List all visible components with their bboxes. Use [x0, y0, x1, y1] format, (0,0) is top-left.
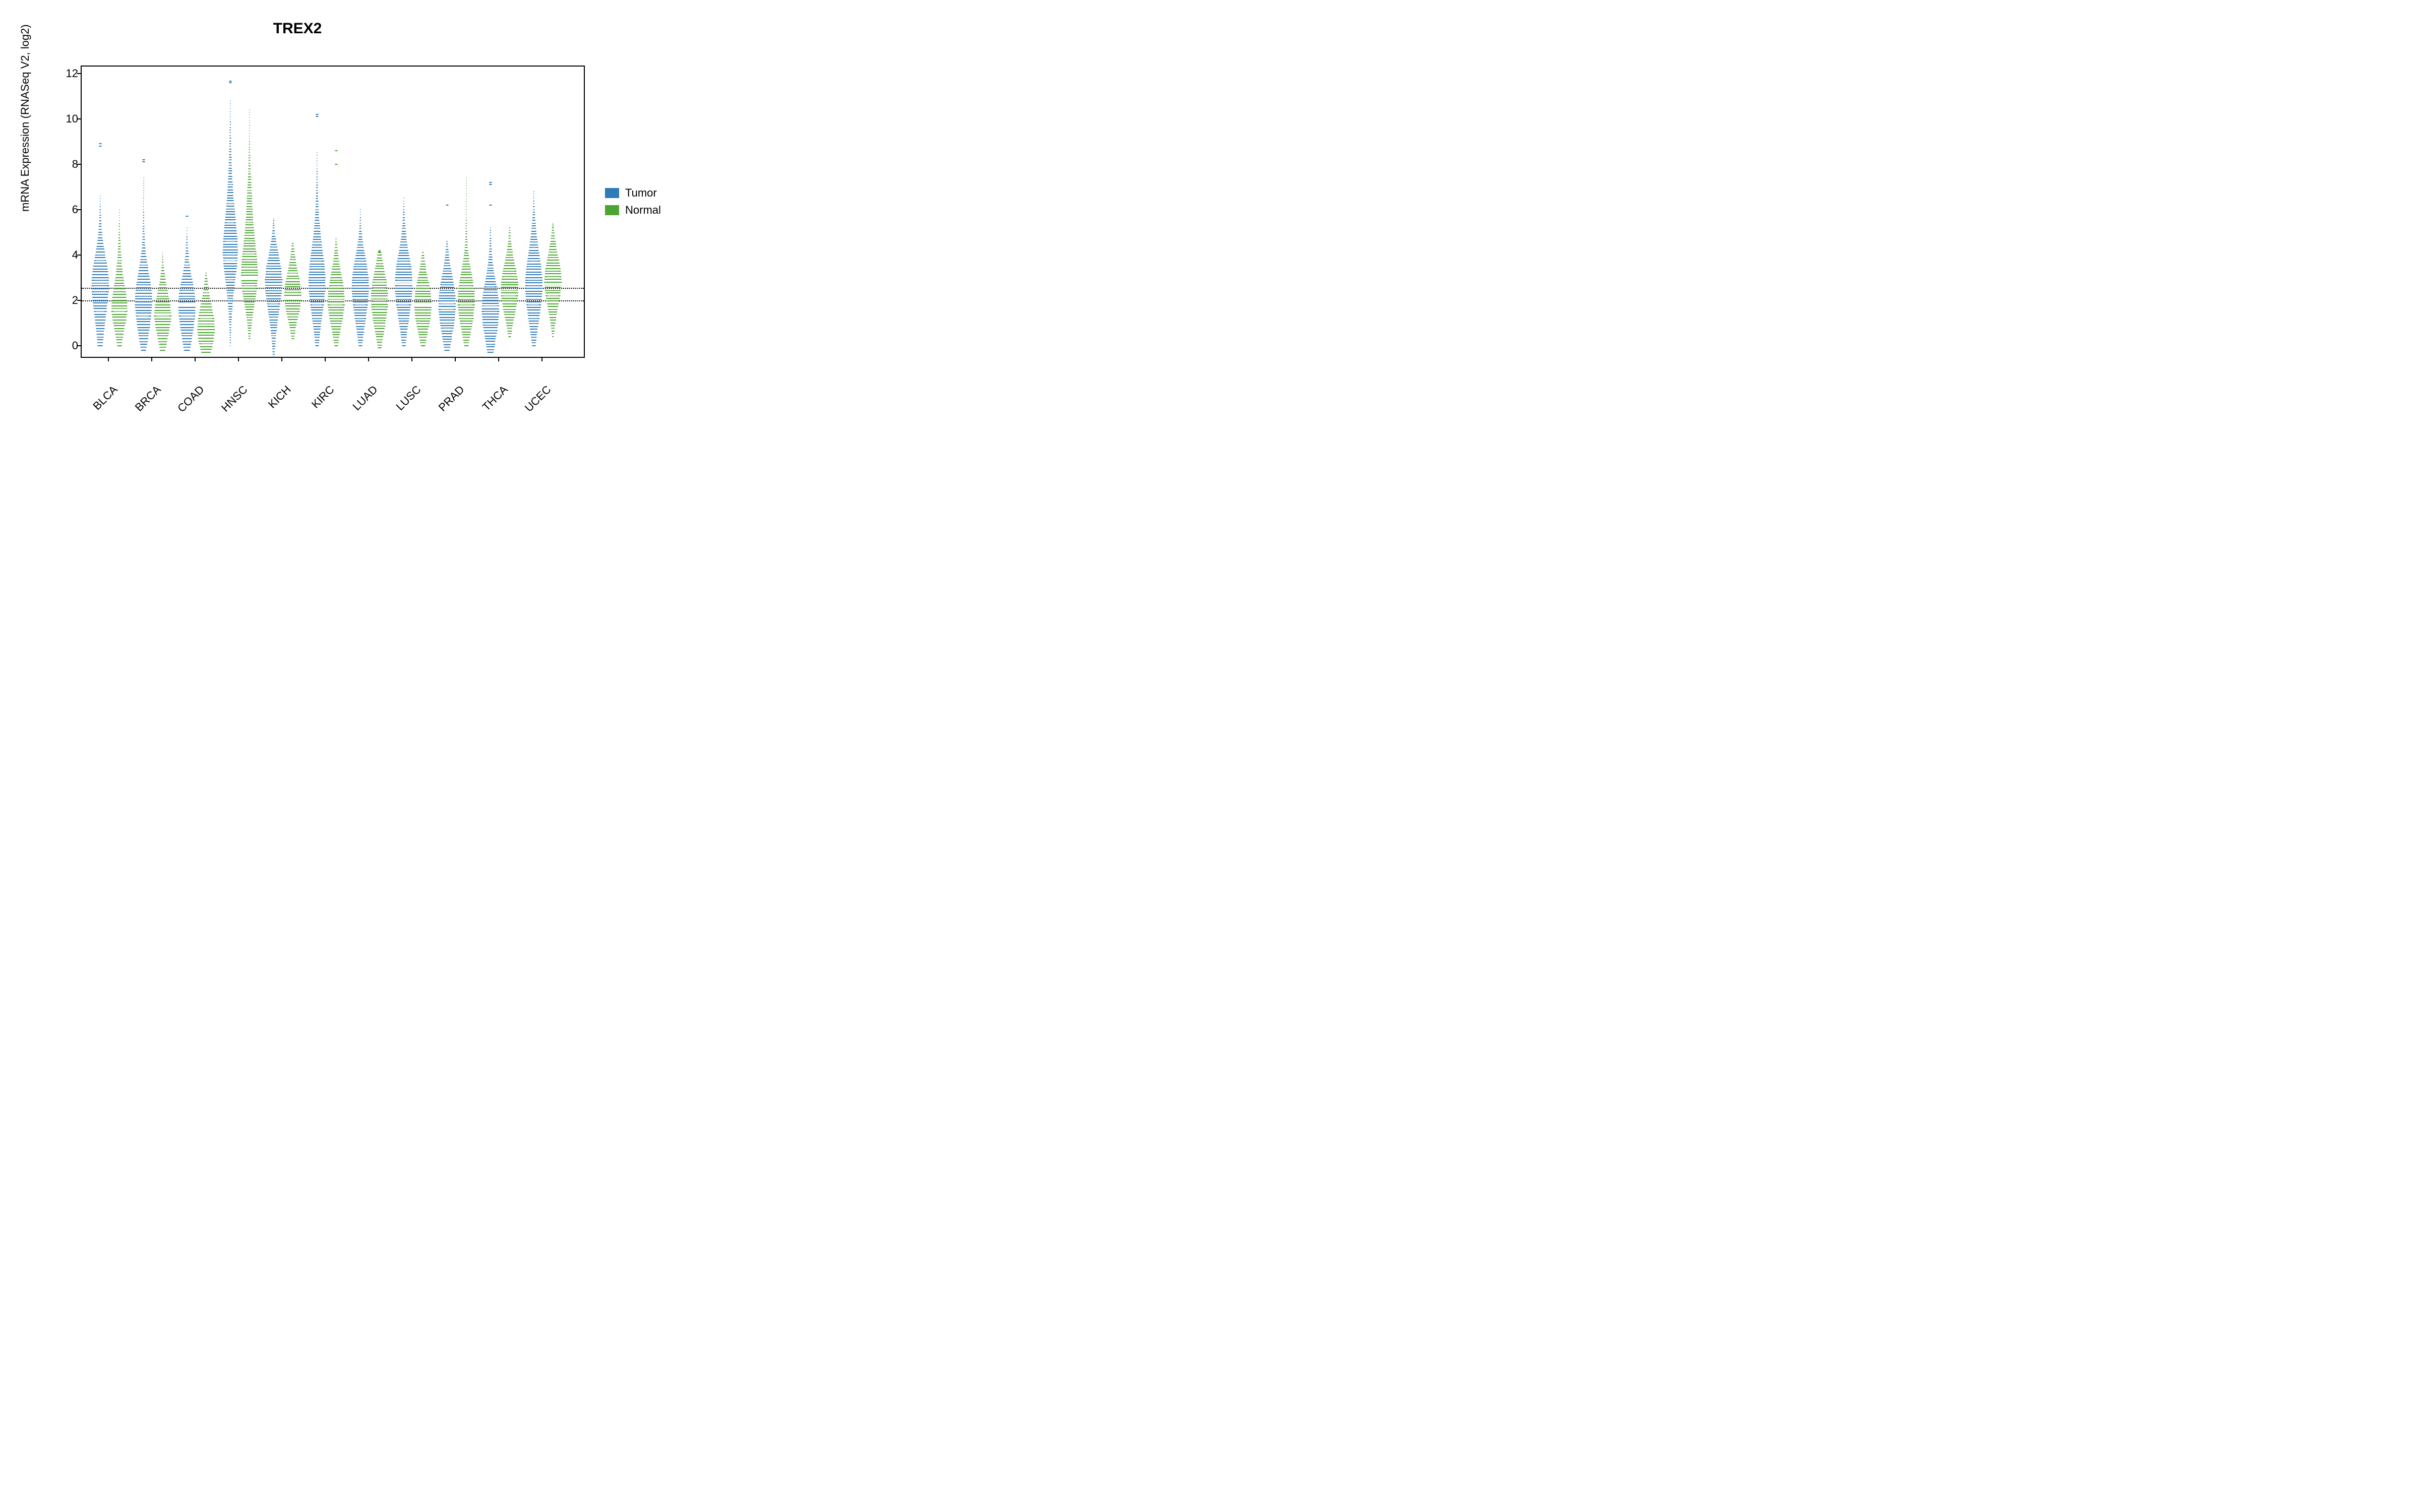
violin-HNSC-normal [249, 67, 250, 357]
median-line [197, 325, 214, 326]
y-tick [77, 73, 81, 74]
outlier-point [489, 184, 492, 185]
median-line [544, 284, 561, 285]
x-tick [325, 358, 326, 361]
violin-LUSC-tumor [403, 67, 404, 357]
median-line [438, 304, 455, 305]
y-tick [77, 255, 81, 256]
y-tick-label: 2 [63, 294, 78, 307]
outlier-point [316, 114, 318, 115]
x-tick [368, 358, 369, 361]
y-tick-label: 0 [63, 339, 78, 352]
y-tick [77, 164, 81, 165]
x-tick-label: LUAD [342, 383, 380, 421]
outlier-point [316, 116, 318, 117]
x-tick-label: BRCA [126, 383, 163, 421]
y-tick-label: 10 [63, 112, 78, 125]
violin-KICH-normal [292, 67, 293, 357]
x-tick-label: LUSC [386, 383, 424, 421]
x-tick [238, 358, 239, 361]
violin-UCEC-tumor [533, 67, 534, 357]
outlier-point [229, 81, 231, 82]
median-line [414, 304, 432, 305]
x-tick [281, 358, 282, 361]
x-tick-label: UCEC [516, 383, 554, 421]
violin-THCA-tumor [490, 67, 491, 357]
outlier-point [99, 143, 101, 144]
median-line [241, 277, 258, 278]
chart-title: TREX2 [20, 20, 575, 37]
median-line [91, 284, 109, 285]
outlier-point [186, 216, 188, 217]
legend-swatch-normal [605, 205, 619, 215]
x-tick [498, 358, 499, 361]
x-tick [151, 358, 152, 361]
violin-THCA-normal [509, 67, 510, 357]
violin-BRCA-tumor [143, 67, 144, 357]
outlier-point [446, 205, 448, 206]
legend-label-tumor: Tumor [625, 186, 657, 200]
median-line [525, 284, 542, 285]
y-tick [77, 209, 81, 210]
y-tick [77, 300, 81, 301]
legend-item-tumor: Tumor [605, 186, 661, 200]
plot-area [81, 66, 585, 358]
outlier-point [489, 182, 492, 183]
outlier-point [335, 164, 337, 165]
x-tick-label: COAD [169, 383, 207, 421]
y-tick-label: 6 [63, 203, 78, 216]
x-tick-label: KICH [256, 383, 293, 421]
y-tick-label: 12 [63, 67, 78, 80]
y-tick [77, 118, 81, 119]
median-line [154, 313, 171, 314]
violin-KICH-tumor [273, 67, 274, 357]
outlier-point [142, 161, 145, 162]
chart-container: TREX2 mRNA Expression (RNASeq V2, log2) … [20, 20, 716, 433]
x-tick-label: KIRC [299, 383, 337, 421]
violin-LUAD-normal [379, 67, 380, 357]
x-tick [108, 358, 109, 361]
x-tick [455, 358, 456, 361]
x-tick-label: THCA [472, 383, 510, 421]
legend: Tumor Normal [605, 186, 661, 221]
median-line [135, 299, 152, 301]
y-tick-label: 4 [63, 248, 78, 262]
legend-item-normal: Normal [605, 204, 661, 217]
y-tick [77, 345, 81, 346]
legend-swatch-tumor [605, 188, 619, 198]
x-tick-label: HNSC [212, 383, 250, 421]
x-tick [195, 358, 196, 361]
violin-BRCA-normal [162, 67, 163, 357]
outlier-point [489, 205, 492, 206]
x-tick [411, 358, 412, 361]
median-line [178, 304, 196, 305]
median-line [265, 284, 282, 285]
median-line [481, 306, 499, 308]
outlier-point [229, 82, 231, 83]
median-line [395, 281, 412, 283]
x-tick [541, 358, 542, 361]
median-line [111, 308, 127, 310]
x-tick-label: BLCA [82, 383, 120, 421]
outlier-point [142, 159, 145, 160]
violin-LUSC-normal [422, 67, 423, 357]
median-line [501, 290, 518, 292]
outlier-point [335, 150, 337, 151]
median-line [458, 297, 475, 299]
median-line [223, 259, 237, 260]
median-line [309, 284, 326, 285]
x-tick-label: PRAD [429, 383, 467, 421]
median-line [351, 284, 369, 285]
y-axis-label: mRNA Expression (RNASeq V2, log2) [19, 24, 32, 212]
median-line [284, 297, 301, 299]
median-line [371, 297, 388, 299]
y-tick-label: 8 [63, 158, 78, 171]
outlier-point [99, 146, 101, 147]
legend-label-normal: Normal [625, 204, 661, 217]
median-line [328, 299, 345, 301]
